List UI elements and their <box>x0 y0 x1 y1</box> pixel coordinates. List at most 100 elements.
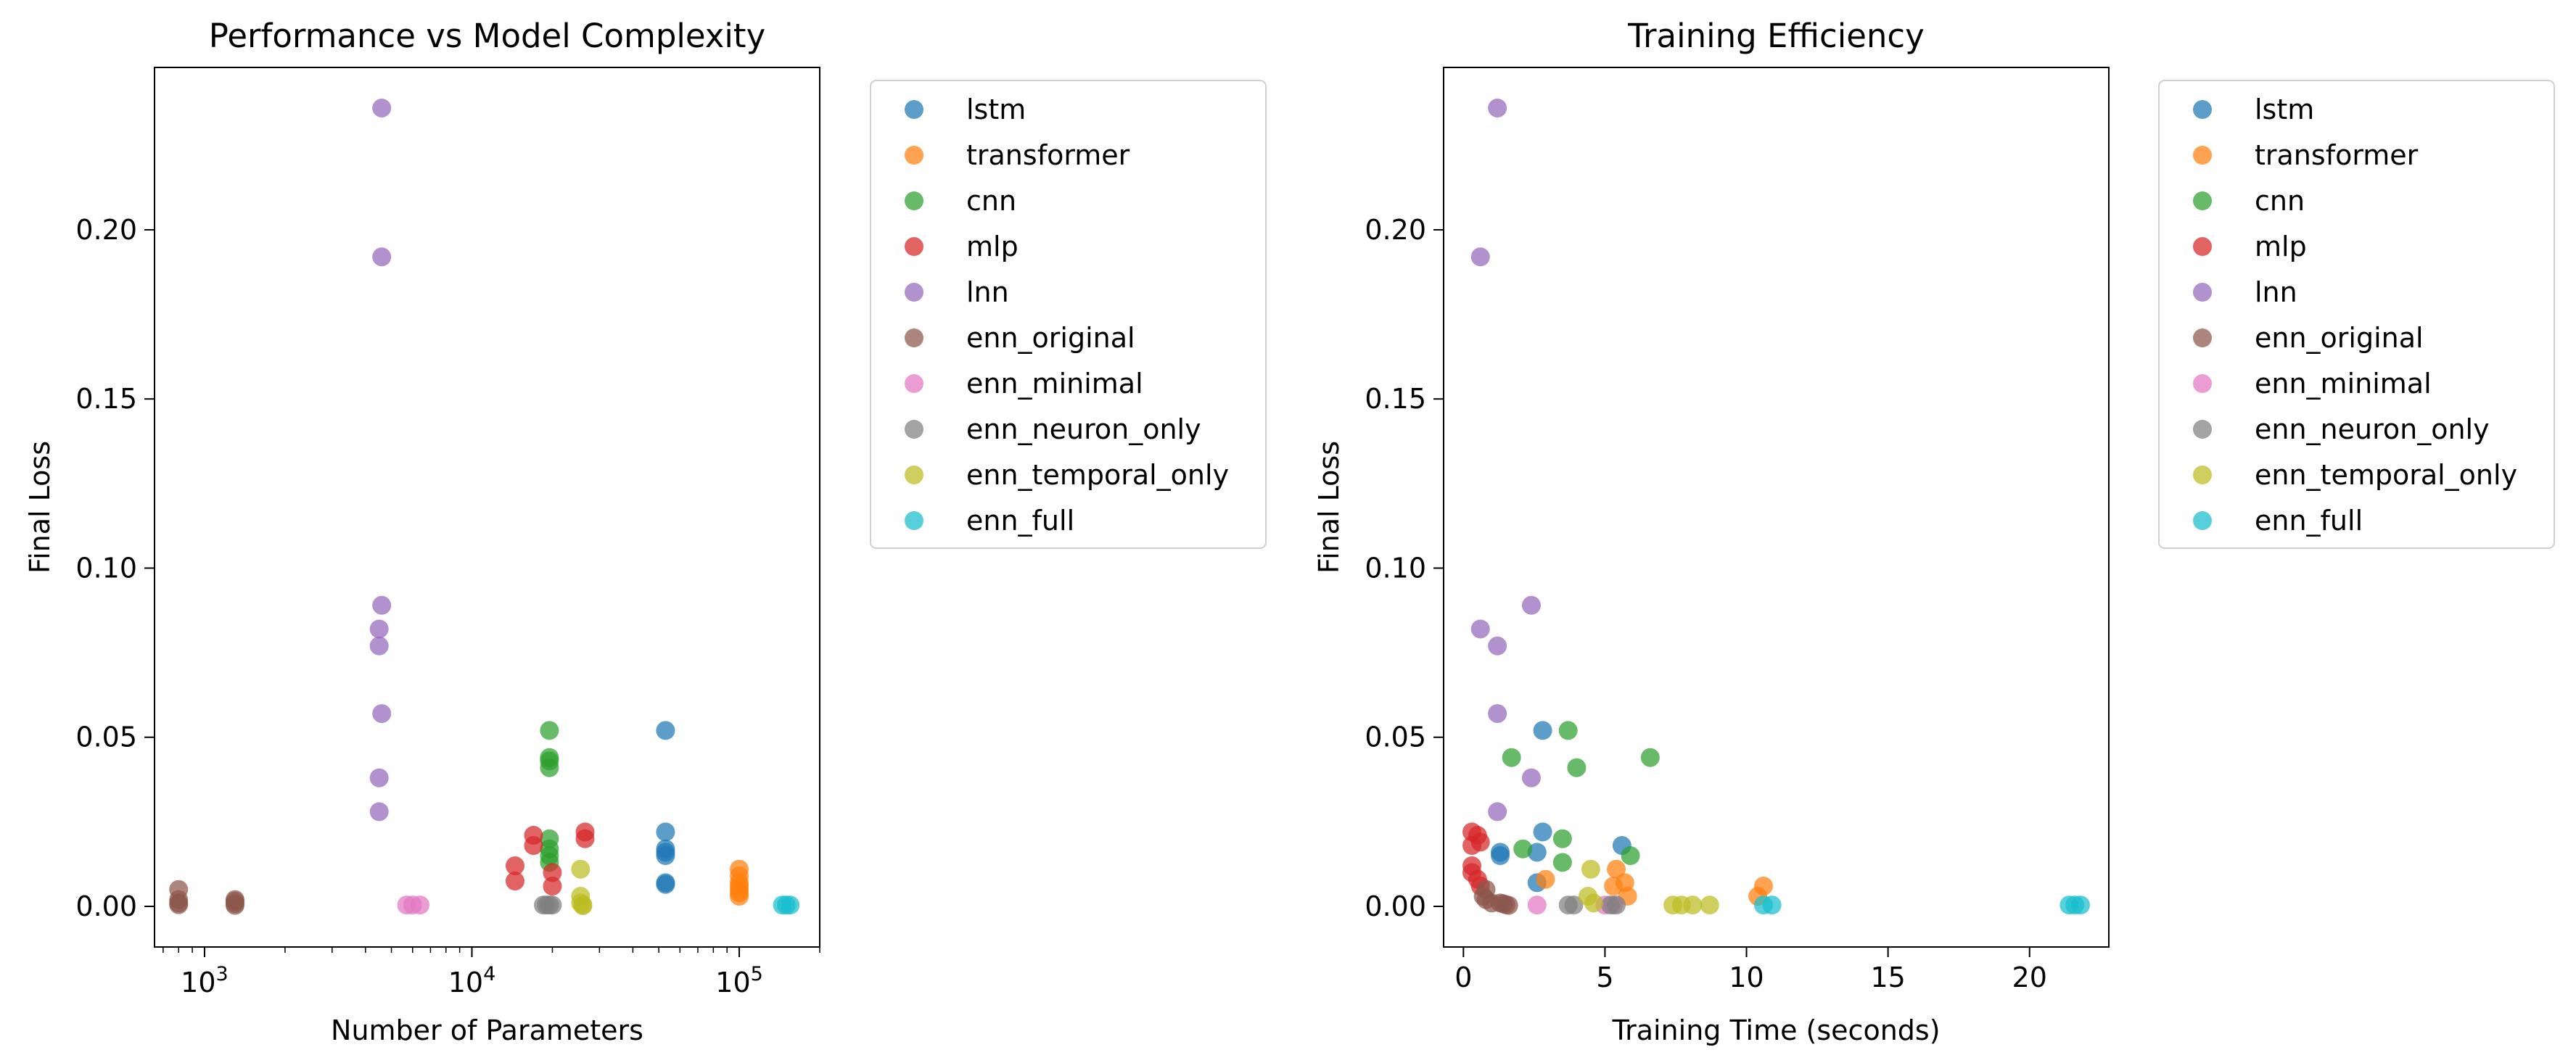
data-point <box>1584 893 1603 913</box>
x-tick-label: 0 <box>1454 961 1472 993</box>
legend-label: lstm <box>2255 94 2314 125</box>
data-point <box>2070 896 2090 915</box>
x-tick-label: 5 <box>1596 961 1613 993</box>
chart-title: Training Efficiency <box>1627 17 1925 55</box>
data-point <box>540 721 559 740</box>
legend-label: enn_minimal <box>2255 368 2432 400</box>
data-point <box>1470 247 1490 267</box>
data-point <box>1488 704 1507 724</box>
legend-marker <box>905 328 923 347</box>
data-point <box>1581 859 1600 879</box>
series-enn_full <box>773 896 800 915</box>
x-tick-label: 20 <box>2012 961 2047 993</box>
legend-marker <box>905 100 923 119</box>
data-point <box>573 896 593 916</box>
data-point <box>656 822 675 842</box>
data-point <box>1488 802 1507 822</box>
data-point <box>1607 859 1626 879</box>
data-point <box>372 98 392 117</box>
series-mlp <box>505 822 595 896</box>
data-point <box>543 896 562 915</box>
legend-label: lnn <box>2255 276 2297 308</box>
data-point <box>1527 896 1547 915</box>
series-lnn <box>369 98 392 822</box>
legend-label: mlp <box>966 231 1019 262</box>
left-panel-complexity: Performance vs Model Complexity Number of… <box>24 17 1267 1046</box>
data-point <box>1558 721 1578 740</box>
x-tick-label: 10 <box>1729 961 1764 993</box>
x-tick-label: 103 <box>181 963 229 998</box>
data-point <box>656 874 675 894</box>
axes-frame <box>154 67 820 948</box>
data-point <box>1488 98 1507 117</box>
y-axis-label: Final Loss <box>24 441 56 574</box>
legend-label: transformer <box>2255 139 2419 171</box>
data-point <box>1552 853 1572 872</box>
series-enn_full <box>1753 896 2090 915</box>
legend-label: mlp <box>2255 231 2307 262</box>
right-panel-efficiency: Training Efficiency Training Time (second… <box>1313 17 2555 1046</box>
legend-marker <box>905 237 923 256</box>
data-point <box>1621 846 1640 866</box>
series-enn_temporal_only <box>571 859 593 916</box>
series-transformer <box>730 859 749 906</box>
legend-label: enn_full <box>966 505 1074 537</box>
x-axis-label: Training Time (seconds) <box>1611 1014 1940 1046</box>
data-point <box>372 247 392 267</box>
legend-frame <box>870 80 1267 549</box>
data-point <box>369 619 389 639</box>
chart-title: Performance vs Model Complexity <box>209 17 765 55</box>
data-point <box>1470 619 1490 639</box>
x-tick-label: 105 <box>715 963 763 998</box>
series-enn_temporal_only <box>1579 859 1719 915</box>
data-point <box>1683 896 1703 915</box>
legend-label: enn_full <box>2255 505 2363 537</box>
legend-label: lstm <box>966 94 1026 125</box>
series-lnn <box>1470 98 1541 822</box>
data-point <box>369 802 389 822</box>
data-point <box>369 768 389 787</box>
data-point <box>372 595 392 615</box>
data-point <box>1488 636 1507 655</box>
data-point <box>1491 846 1510 866</box>
legend-marker <box>2193 374 2212 393</box>
legend-marker <box>2193 328 2212 347</box>
series-cnn <box>1502 721 1660 872</box>
data-point <box>1513 839 1533 859</box>
legend-marker <box>2193 420 2212 439</box>
data-point <box>1502 748 1521 767</box>
data-point <box>1640 748 1660 767</box>
legend: lstm transformer cnn mlp lnn enn_original enn_… <box>2158 80 2555 549</box>
data-point <box>543 877 562 896</box>
y-tick-label: 0.00 <box>1365 890 1426 922</box>
data-point <box>1700 896 1719 915</box>
series-lstm <box>656 721 675 894</box>
y-tick-label: 0.20 <box>75 214 137 246</box>
legend-label: cnn <box>2255 185 2305 217</box>
data-point <box>1521 768 1541 787</box>
legend-label: enn_temporal_only <box>2255 459 2517 491</box>
x-tick-label: 104 <box>448 963 496 998</box>
data-point <box>411 896 430 915</box>
data-point <box>781 896 800 915</box>
data-point <box>656 843 675 862</box>
legend-marker <box>905 191 923 210</box>
data-point <box>540 758 559 777</box>
data-point <box>372 704 392 724</box>
y-tick-label: 0.10 <box>75 552 137 584</box>
y-tick-label: 0.00 <box>75 890 137 922</box>
data-point <box>169 895 189 914</box>
axes-frame <box>1443 67 2110 948</box>
x-tick-label: 15 <box>1870 961 1905 993</box>
y-tick-label: 0.15 <box>1365 383 1426 415</box>
data-point <box>575 829 595 848</box>
legend-marker <box>2193 191 2212 210</box>
legend-marker <box>2193 466 2212 484</box>
legend-label: lnn <box>966 276 1009 308</box>
y-tick-label: 0.20 <box>1365 214 1426 246</box>
legend-marker <box>905 420 923 439</box>
data-point <box>1462 836 1482 856</box>
legend-label: enn_minimal <box>966 368 1143 400</box>
data-point <box>543 863 562 882</box>
